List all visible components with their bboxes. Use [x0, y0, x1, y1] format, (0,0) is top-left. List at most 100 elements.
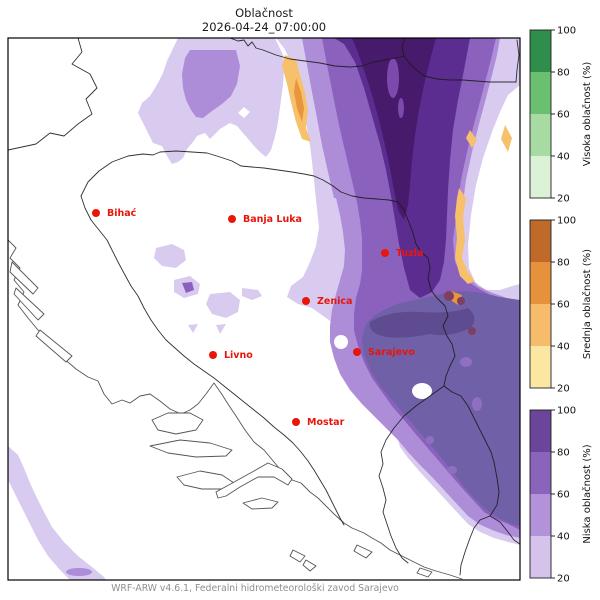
- city-sarajevo: Sarajevo: [353, 347, 415, 358]
- city-zenica: Zenica: [302, 296, 352, 307]
- mid-cloud-fleck-northeast-1: [501, 125, 512, 152]
- coastline-group: [8, 239, 463, 580]
- border-bosnia-west: [80, 195, 345, 526]
- cbar-mid-tick-100: 100: [557, 216, 576, 227]
- map-plot: Bihać Banja Luka Tuzla Zenica Livno: [7, 37, 521, 581]
- cbar-low-title: Niska oblačnost (%): [581, 444, 593, 543]
- low-cloud-100-core-plume: [352, 38, 436, 220]
- islet-south-3: [353, 544, 373, 559]
- cbar-low-seg-20-40: [530, 536, 551, 578]
- island-sliver-2: [13, 287, 45, 321]
- border-branch-north: [401, 38, 406, 57]
- cbar-mid-seg-20-40: [530, 346, 551, 388]
- cbar-high-tick-20: 20: [557, 194, 570, 205]
- southwest-band-core: [66, 568, 92, 576]
- cbar-mid-seg-60-80: [530, 262, 551, 304]
- cbar-low-tick-20: 20: [557, 574, 570, 585]
- islet-south-4: [416, 567, 433, 578]
- low-cloud-40-region-blob-core: [182, 50, 240, 118]
- island-sliver-1: [9, 261, 39, 295]
- city-dot-mostar: [292, 418, 300, 426]
- cloud-overlap-blob-3: [468, 327, 476, 335]
- colorbar-mid-cloud: 100 80 60 40 20 Srednja oblačnost (%): [529, 216, 593, 395]
- cbar-low-tick-80: 80: [557, 448, 570, 459]
- cbar-low-tick-60: 60: [557, 490, 570, 501]
- clear-hole-near-sarajevo: [334, 335, 348, 349]
- city-label-mostar: Mostar: [307, 417, 345, 428]
- cbar-low-seg-40-60: [530, 494, 551, 536]
- central-patch-4: [242, 288, 262, 300]
- cbar-high-tick-60: 60: [557, 110, 570, 121]
- central-patch-3: [206, 292, 240, 318]
- cbar-mid-tick-20: 20: [557, 384, 570, 395]
- central-patch-1: [154, 244, 186, 268]
- cbar-high-seg-40-60: [530, 114, 551, 156]
- city-label-tuzla: Tuzla: [396, 248, 423, 259]
- clear-hole-southeast: [412, 383, 432, 399]
- island-mljet: [242, 497, 279, 510]
- cbar-mid-seg-80-100: [530, 220, 551, 262]
- city-livno: Livno: [209, 350, 253, 361]
- southwest-coastal-band: [8, 446, 106, 580]
- city-label-banja-luka: Banja Luka: [243, 214, 302, 225]
- border-sava-west: [80, 150, 399, 203]
- page-title: Oblačnost: [235, 6, 293, 20]
- city-mostar: Mostar: [292, 417, 345, 428]
- border-northwest: [8, 38, 98, 151]
- island-hvar: [149, 439, 233, 458]
- central-patch-6: [216, 324, 226, 334]
- plume-inner-light-sliver: [387, 58, 399, 98]
- plume-inner-light-sliver-2: [398, 98, 404, 118]
- city-markers-group: Bihać Banja Luka Tuzla Zenica Livno: [92, 208, 423, 428]
- city-bihac: Bihać: [92, 208, 137, 219]
- city-dot-tuzla: [381, 249, 389, 257]
- border-branch-southeast-edge: [489, 515, 520, 545]
- cbar-high-title: Visoka oblačnost (%): [581, 62, 593, 167]
- border-branch-northeast-edge: [515, 39, 520, 83]
- cbar-high-tick-80: 80: [557, 68, 570, 79]
- islet-south-2: [302, 559, 317, 572]
- southeast-mass-light-blob-2: [472, 397, 482, 411]
- southeast-mass-dark-patch: [369, 308, 475, 338]
- city-tuzla: Tuzla: [381, 248, 423, 259]
- footer-attribution: WRF-ARW v4.6.1, Federalni hidrometeorolo…: [111, 583, 399, 594]
- mid-cloud-fleck-northeast-2: [466, 130, 477, 148]
- low-cloud-southeast-mass: [362, 291, 520, 526]
- central-patch-5: [188, 324, 198, 333]
- country-borders-group: [8, 38, 520, 576]
- colorbar-low-cloud: 100 80 60 40 20 Niska oblačnost (%): [529, 406, 593, 585]
- low-cloud-fill-regions: [8, 38, 520, 580]
- city-dot-zenica: [302, 297, 310, 305]
- islet-south-1: [289, 549, 306, 563]
- cbar-high-tick-40: 40: [557, 152, 570, 163]
- border-sava-east: [229, 38, 517, 83]
- cbar-mid-title: Srednja oblačnost (%): [581, 249, 593, 359]
- central-patch-2-core: [182, 282, 194, 293]
- mid-cloud-rim-east-gap: [455, 188, 475, 284]
- city-label-bihac: Bihać: [107, 208, 137, 219]
- page-subtitle: 2026-04-24_07:00:00: [202, 20, 326, 34]
- island-sliver-3: [35, 329, 73, 363]
- cbar-mid-tick-80: 80: [557, 258, 570, 269]
- cbar-high-seg-80-100: [530, 30, 551, 72]
- cbar-high-seg-20-40: [530, 156, 551, 198]
- cbar-low-tick-100: 100: [557, 406, 576, 417]
- cbar-high-tick-100: 100: [557, 26, 576, 37]
- city-dot-sarajevo: [353, 348, 361, 356]
- cbar-mid-seg-40-60: [530, 304, 551, 346]
- southeast-mass-light-blob-3: [447, 466, 457, 474]
- southeast-mass-light-blob-4: [426, 436, 434, 444]
- map-frame: [7, 37, 521, 581]
- city-label-zenica: Zenica: [317, 296, 352, 307]
- border-montenegro: [378, 385, 445, 564]
- mid-cloud-strip-north-core: [294, 78, 304, 122]
- city-dot-banja-luka: [228, 215, 236, 223]
- clear-diamond-north: [238, 107, 250, 118]
- city-dot-bihac: [92, 209, 100, 217]
- city-label-sarajevo: Sarajevo: [368, 347, 415, 358]
- cbar-low-seg-60-80: [530, 452, 551, 494]
- cbar-high-seg-60-80: [530, 72, 551, 114]
- border-drina-east: [397, 201, 500, 576]
